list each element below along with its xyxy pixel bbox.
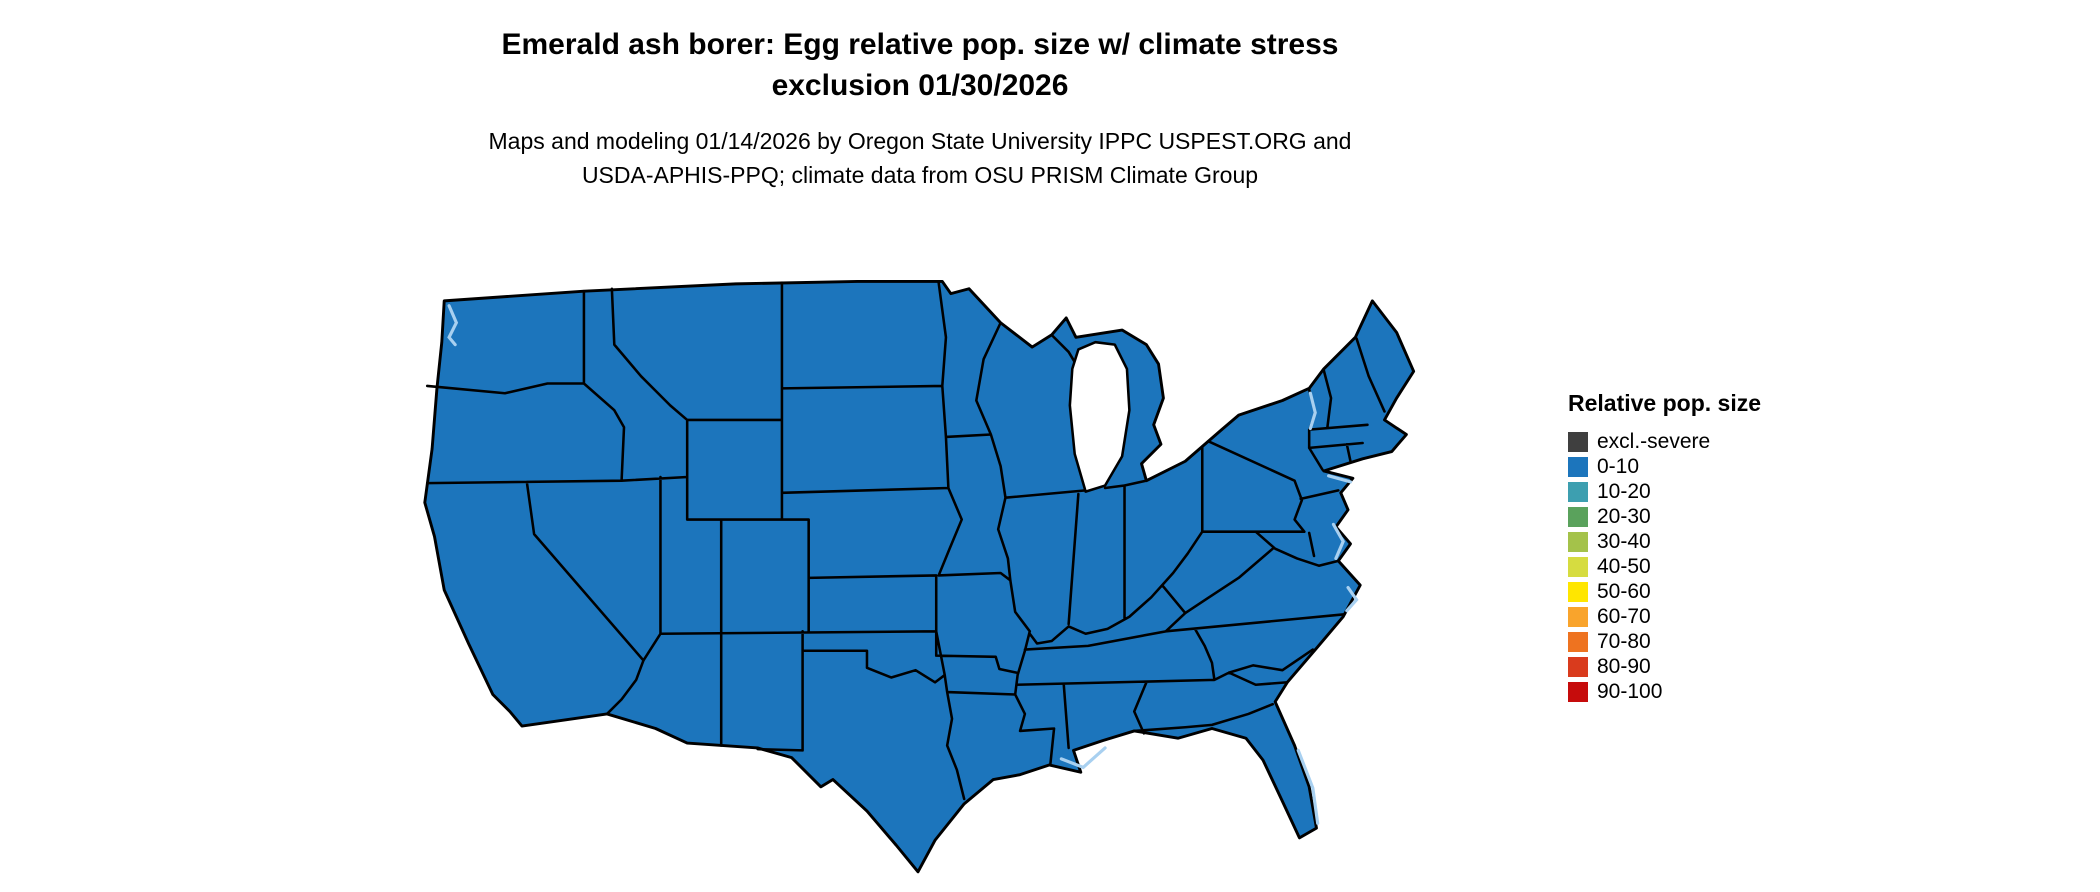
gulf-coast-water (1059, 746, 1107, 770)
legend-item-label: 0-10 (1597, 455, 1640, 478)
legend-color-swatch (1568, 506, 1588, 527)
subtitle-line-1: Maps and modeling 01/14/2026 by Oregon S… (488, 128, 1352, 154)
legend: Relative pop. size excl.-severe 0-10 10-20… (1568, 390, 1761, 704)
puget-sound-water (447, 304, 459, 347)
legend-title: Relative pop. size (1568, 390, 1762, 416)
legend-item: 60-70 (1568, 604, 1761, 629)
legend-item: excl.-severe (1568, 429, 1761, 454)
legend-color-swatch (1568, 531, 1588, 552)
pamlico-sound-water (1345, 586, 1359, 613)
legend-color-swatch (1568, 456, 1588, 477)
legend-item-label: 60-70 (1597, 605, 1651, 628)
legend-item: 70-80 (1568, 629, 1761, 654)
page-title: Emerald ash borer: Egg relative pop. siz… (20, 24, 1820, 106)
legend-item: 10-20 (1568, 479, 1761, 504)
legend-item-label: 30-40 (1597, 530, 1651, 553)
legend-item-label: excl.-severe (1597, 430, 1711, 453)
legend-color-swatch (1568, 606, 1588, 627)
legend-item: 30-40 (1568, 529, 1761, 554)
legend-color-swatch (1568, 481, 1588, 502)
subtitle-line-2: USDA-APHIS-PPQ; climate data from OSU PR… (581, 162, 1259, 188)
legend-item: 40-50 (1568, 554, 1761, 579)
long-island-water (1327, 474, 1353, 484)
state-borders (425, 281, 1386, 801)
legend-item-label: 10-20 (1597, 480, 1651, 503)
lake-champlain-water (1308, 391, 1317, 431)
legend-item: 90-100 (1568, 679, 1761, 704)
chesapeake-bay-water (1331, 522, 1345, 561)
legend-color-swatch (1568, 681, 1588, 702)
legend-color-swatch (1568, 631, 1588, 652)
title-line-1: Emerald ash borer: Egg relative pop. siz… (501, 28, 1339, 61)
us-map (308, 228, 1528, 884)
legend-item: 50-60 (1568, 579, 1761, 604)
legend-item: 20-30 (1568, 504, 1761, 529)
legend-item-label: 20-30 (1597, 505, 1651, 528)
legend-items: excl.-severe 0-10 10-20 20-30 30-40 40-50 50-6… (1568, 429, 1761, 704)
title-line-2: exclusion 01/30/2026 (771, 69, 1069, 102)
subtitle: Maps and modeling 01/14/2026 by Oregon S… (20, 124, 1820, 192)
legend-item-label: 80-90 (1597, 655, 1651, 678)
legend-color-swatch (1568, 581, 1588, 602)
legend-color-swatch (1568, 556, 1588, 577)
us-map-svg (423, 279, 1416, 874)
legend-item: 80-90 (1568, 654, 1761, 679)
water-details (447, 304, 1359, 825)
legend-color-swatch (1568, 656, 1588, 677)
legend-item-label: 70-80 (1597, 630, 1651, 653)
legend-item-label: 40-50 (1597, 555, 1651, 578)
legend-item: 0-10 (1568, 454, 1761, 479)
lake-michigan-shape (1068, 340, 1131, 493)
florida-coast-water (1296, 748, 1320, 825)
legend-item-label: 50-60 (1597, 580, 1651, 603)
legend-color-swatch (1568, 431, 1588, 452)
legend-item-label: 90-100 (1597, 680, 1663, 703)
